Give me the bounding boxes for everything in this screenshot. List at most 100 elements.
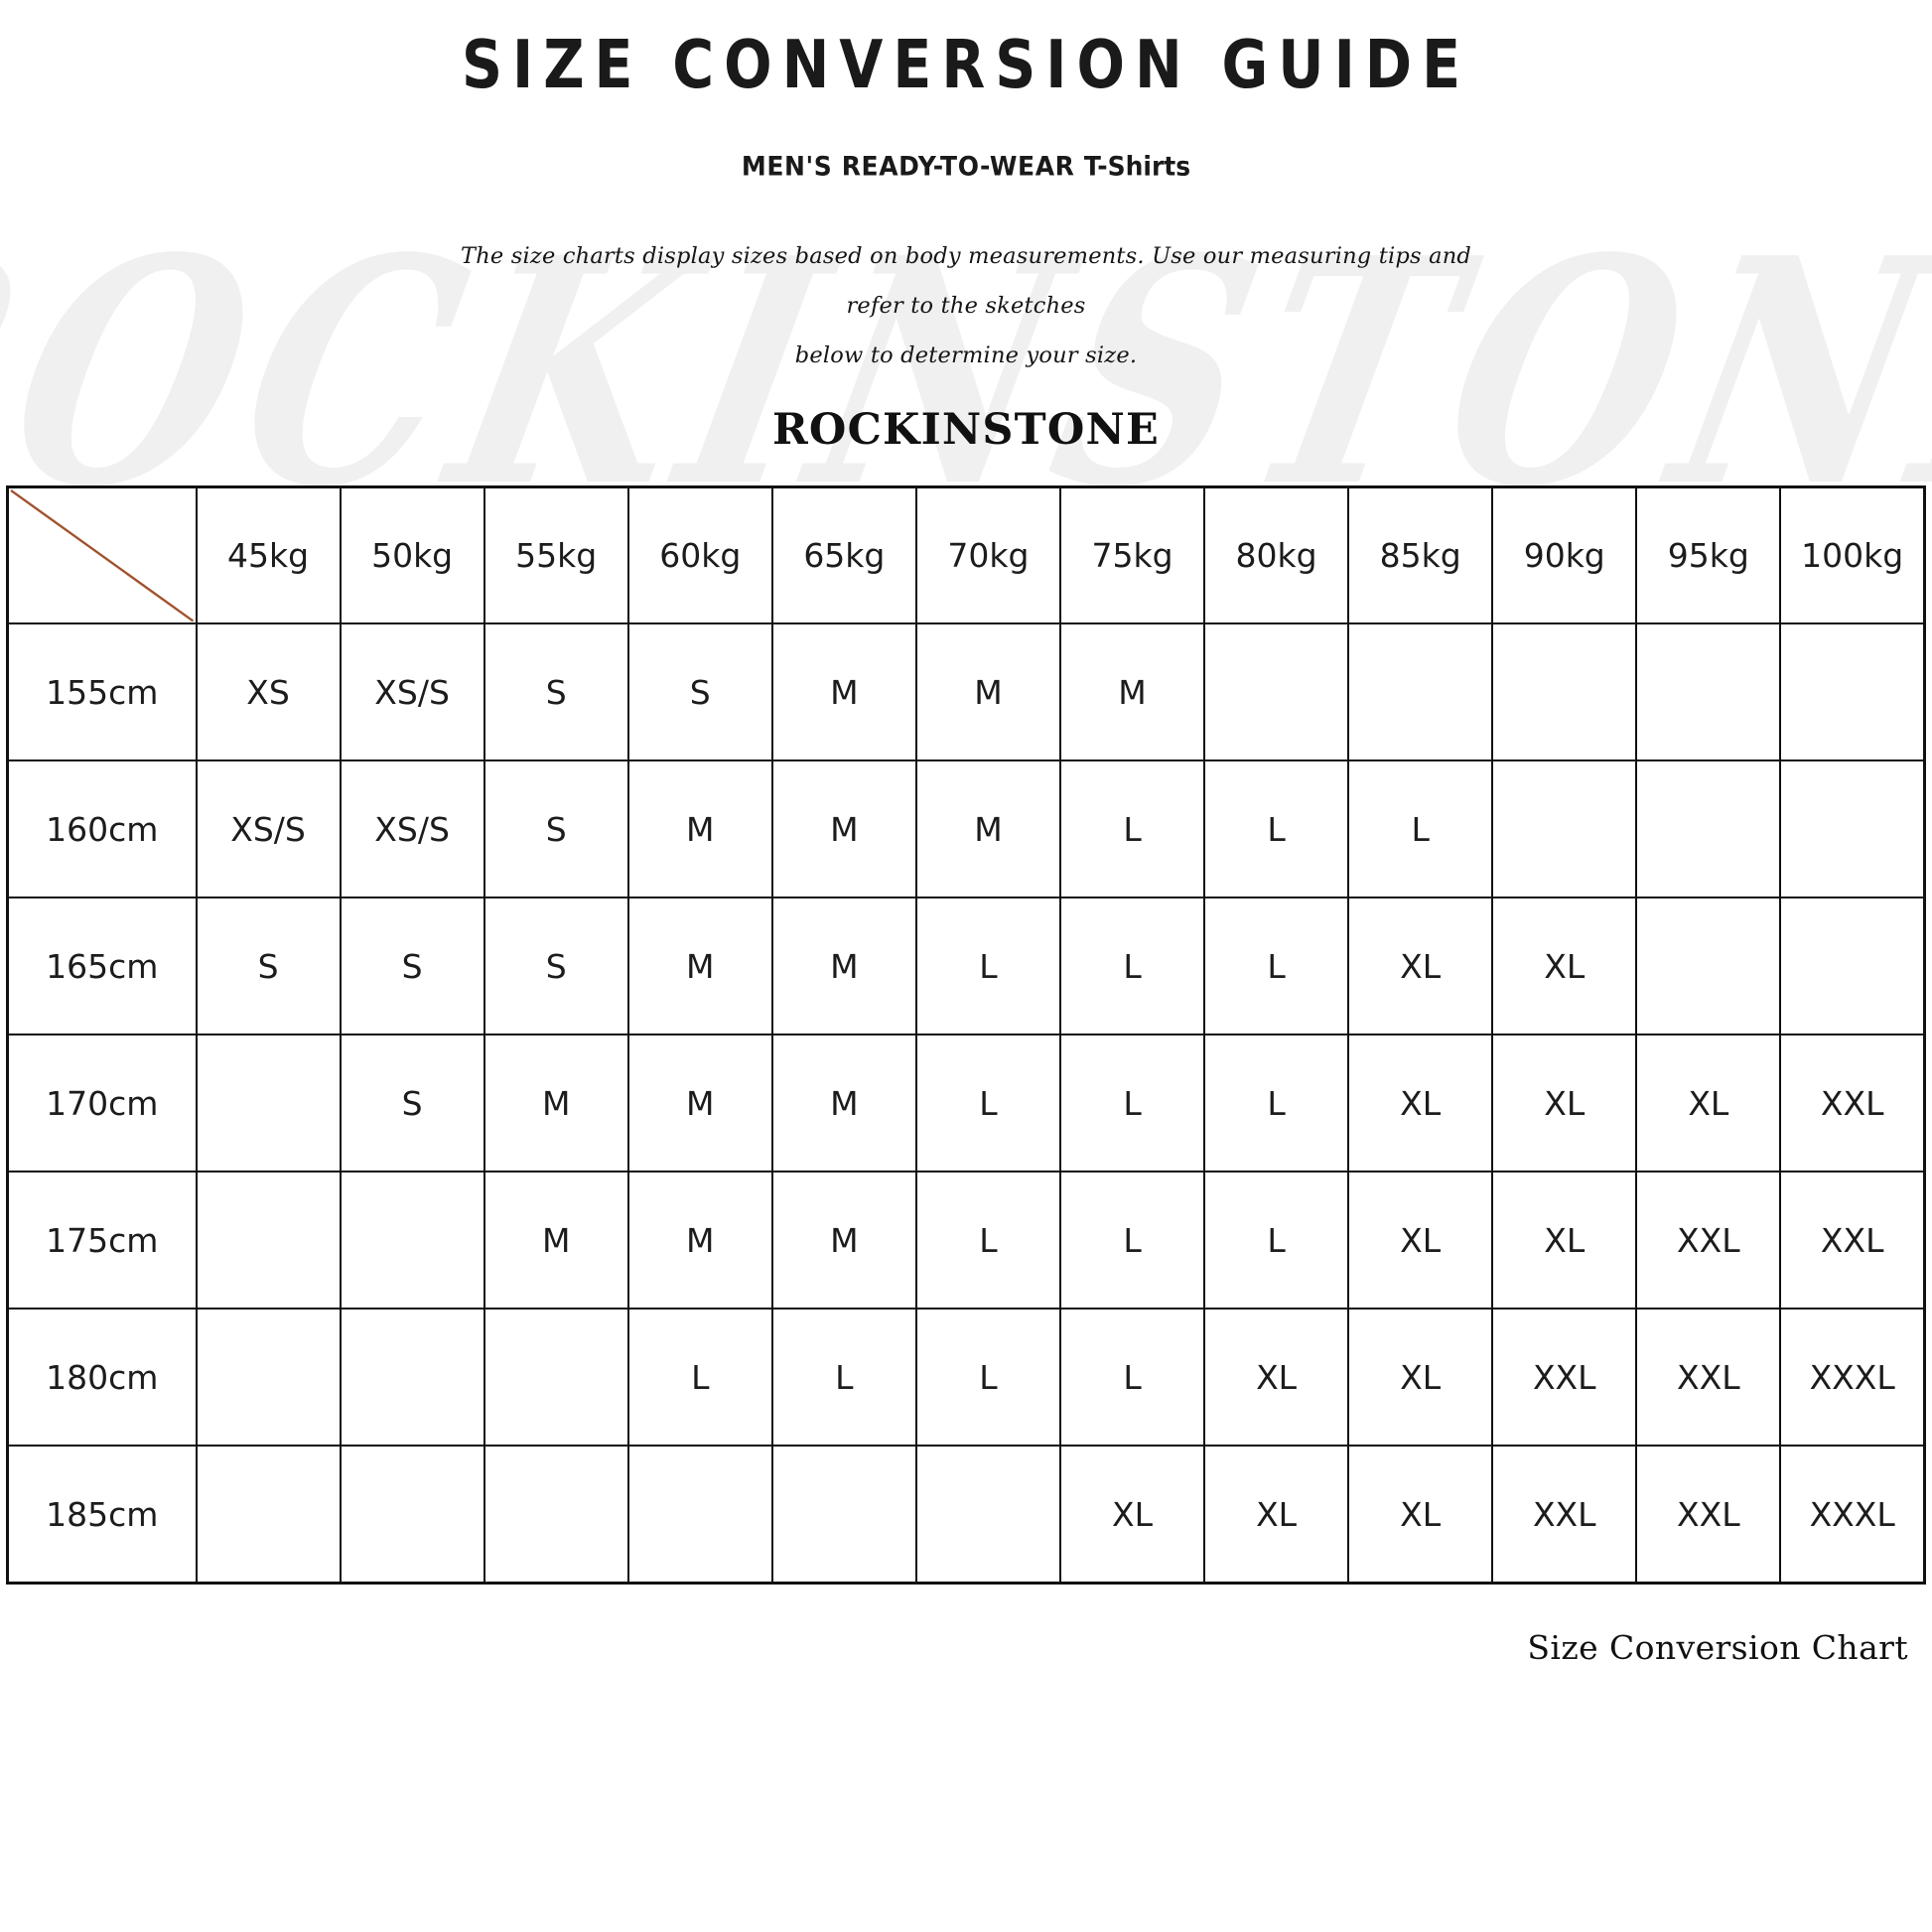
size-cell-empty	[195, 1445, 342, 1585]
column-header-weight: 80kg	[1203, 485, 1350, 625]
column-header-weight: 85kg	[1347, 485, 1494, 625]
size-cell-empty	[1347, 622, 1494, 762]
subtitle: MEN'S READY-TO-WEAR T-Shirts	[0, 151, 1932, 182]
size-cell: XXL	[1491, 1445, 1638, 1585]
size-cell: L	[914, 1308, 1061, 1448]
size-cell-empty	[195, 1034, 342, 1173]
size-cell: XL	[1347, 1308, 1494, 1448]
size-cell: S	[626, 622, 773, 762]
size-cell: M	[770, 759, 917, 899]
size-cell: M	[626, 897, 773, 1036]
size-cell-empty	[195, 1171, 342, 1311]
size-cell-empty	[483, 1308, 629, 1448]
size-cell: L	[1203, 1171, 1350, 1311]
size-cell-empty	[1635, 759, 1782, 899]
size-cell: L	[1058, 897, 1206, 1036]
size-cell: S	[339, 897, 485, 1036]
size-cell-empty	[1635, 622, 1782, 762]
footer-caption: Size Conversion Chart	[1527, 1627, 1908, 1667]
size-cell: M	[770, 1171, 917, 1311]
size-cell: XXL	[1491, 1308, 1638, 1448]
size-cell: S	[483, 622, 629, 762]
size-cell: M	[914, 759, 1061, 899]
table-corner-cell	[6, 485, 198, 625]
column-header-weight: 100kg	[1779, 485, 1926, 625]
size-cell-empty	[339, 1445, 485, 1585]
size-table-container: 45kg 50kg 55kg 60kg 65kg 70kg 75kg 80kg 85kg 90kg…	[0, 484, 1932, 1585]
size-cell: M	[914, 622, 1061, 762]
column-header-weight: 70kg	[914, 485, 1061, 625]
size-cell: XL	[1491, 1171, 1638, 1311]
size-cell: L	[626, 1308, 773, 1448]
column-header-weight: 60kg	[626, 485, 773, 625]
size-cell: XL	[1347, 897, 1494, 1036]
table-row: 175cm M M M L L L XL XL XXL XXL	[6, 1171, 1926, 1311]
size-cell: M	[770, 622, 917, 762]
size-cell: XXXL	[1779, 1445, 1926, 1585]
size-cell: L	[1058, 759, 1206, 899]
size-cell: XXL	[1779, 1034, 1926, 1173]
size-cell: S	[339, 1034, 485, 1173]
size-cell: L	[1058, 1034, 1206, 1173]
size-cell: XL	[1635, 1034, 1782, 1173]
size-cell: L	[1203, 897, 1350, 1036]
size-cell: XS/S	[339, 759, 485, 899]
row-header-height: 170cm	[6, 1034, 198, 1173]
table-header-row: 45kg 50kg 55kg 60kg 65kg 70kg 75kg 80kg 85kg 90kg…	[6, 485, 1926, 625]
document-header: SIZE CONVERSION GUIDE MEN'S READY-TO-WEA…	[0, 0, 1932, 455]
column-header-weight: 45kg	[195, 485, 342, 625]
size-cell: XS	[195, 622, 342, 762]
size-cell: XS/S	[339, 622, 485, 762]
row-header-height: 185cm	[6, 1445, 198, 1585]
size-cell: L	[1058, 1171, 1206, 1311]
size-cell: S	[483, 759, 629, 899]
size-cell-empty	[1491, 759, 1638, 899]
size-cell-empty	[1779, 759, 1926, 899]
size-cell: XXL	[1635, 1445, 1782, 1585]
table-row: 165cm S S S M M L L L XL XL	[6, 897, 1926, 1036]
size-cell: L	[914, 1171, 1061, 1311]
size-cell: M	[1058, 622, 1206, 762]
intro-line-1: The size charts display sizes based on b…	[461, 243, 1471, 319]
size-cell: XL	[1347, 1445, 1494, 1585]
size-cell-empty	[914, 1445, 1061, 1585]
table-row: 180cm L L L L XL XL XXL XXL XXXL	[6, 1308, 1926, 1448]
row-header-height: 165cm	[6, 897, 198, 1036]
size-cell-empty	[626, 1445, 773, 1585]
size-cell-empty	[1779, 897, 1926, 1036]
size-cell: M	[626, 1034, 773, 1173]
size-cell: XL	[1491, 897, 1638, 1036]
intro-line-2: below to determine your size.	[794, 342, 1138, 368]
size-cell: XXL	[1635, 1308, 1782, 1448]
size-cell: XXXL	[1779, 1308, 1926, 1448]
column-header-weight: 75kg	[1058, 485, 1206, 625]
size-cell: XL	[1203, 1445, 1350, 1585]
size-cell: XL	[1203, 1308, 1350, 1448]
size-cell: S	[195, 897, 342, 1036]
column-header-weight: 55kg	[483, 485, 629, 625]
table-row: 160cm XS/S XS/S S M M M L L L	[6, 759, 1926, 899]
size-cell: M	[626, 1171, 773, 1311]
brand-name: ROCKINSTONE	[772, 404, 1160, 455]
size-cell: XXL	[1779, 1171, 1926, 1311]
size-cell-empty	[1203, 622, 1350, 762]
size-cell: XXL	[1635, 1171, 1782, 1311]
size-cell-empty	[483, 1445, 629, 1585]
column-header-weight: 90kg	[1491, 485, 1638, 625]
table-row: 155cm XS XS/S S S M M M	[6, 622, 1926, 762]
diagonal-divider-icon	[10, 488, 195, 622]
size-cell-empty	[1635, 897, 1782, 1036]
row-header-height: 180cm	[6, 1308, 198, 1448]
subtitle-garment: T-Shirts	[1083, 150, 1191, 183]
size-cell: XL	[1347, 1034, 1494, 1173]
size-cell: XL	[1491, 1034, 1638, 1173]
intro-paragraph: The size charts display sizes based on b…	[435, 232, 1497, 381]
size-cell: M	[483, 1171, 629, 1311]
column-header-weight: 95kg	[1635, 485, 1782, 625]
column-header-weight: 65kg	[770, 485, 917, 625]
size-cell: L	[770, 1308, 917, 1448]
size-cell: XS/S	[195, 759, 342, 899]
size-cell: L	[914, 897, 1061, 1036]
size-conversion-table: 45kg 50kg 55kg 60kg 65kg 70kg 75kg 80kg 85kg 90kg…	[6, 484, 1926, 1585]
